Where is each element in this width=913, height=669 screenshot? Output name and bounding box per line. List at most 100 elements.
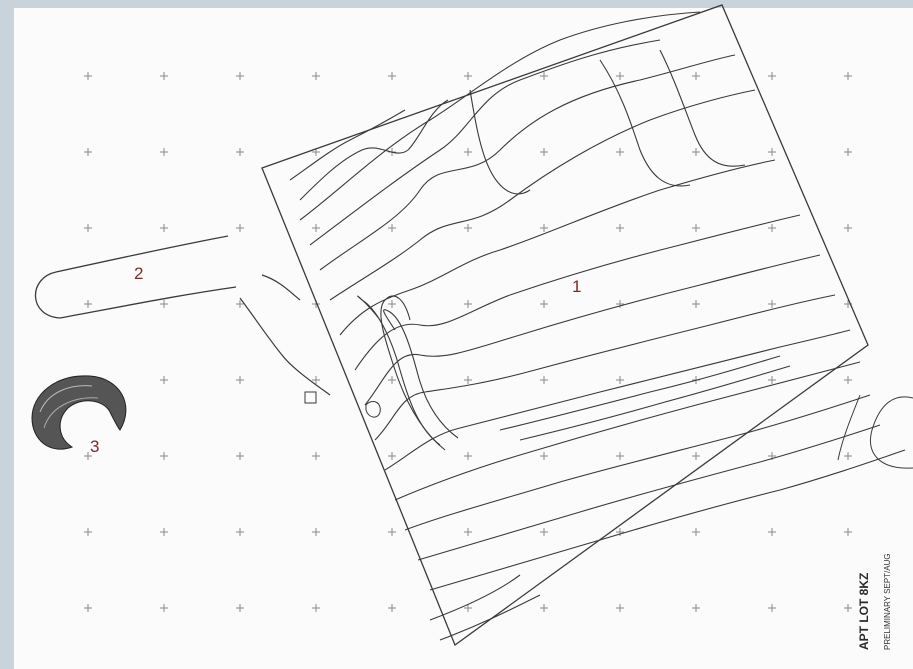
grid-cross: [616, 604, 624, 612]
grid-cross: [616, 148, 624, 156]
contour-line: [599, 59, 691, 187]
mound-feature-3: [31, 375, 127, 450]
grid-cross: [236, 528, 244, 536]
grid-cross: [160, 604, 168, 612]
contour-line: [417, 424, 881, 561]
grid-cross: [160, 528, 168, 536]
grid-cross: [160, 300, 168, 308]
contour-line: [319, 54, 736, 271]
grid-cross: [388, 72, 396, 80]
grid-cross: [312, 72, 320, 80]
contour-line: [499, 355, 781, 431]
contour-line: [354, 214, 801, 371]
contour-line: [374, 294, 836, 441]
contour-line: [429, 574, 521, 621]
grid-cross: [692, 72, 700, 80]
contour-line: [289, 109, 406, 181]
contour-line: [380, 295, 446, 451]
grid-cross: [236, 224, 244, 232]
grid-cross: [768, 224, 776, 232]
grid-cross: [388, 604, 396, 612]
grid-cross: [844, 376, 852, 384]
grid-cross: [692, 528, 700, 536]
grid-cross: [388, 300, 396, 308]
grid-cross: [616, 300, 624, 308]
title-block-line-1: APT LOT 8KZ: [857, 573, 871, 650]
grid-cross: [768, 300, 776, 308]
grid-cross: [692, 148, 700, 156]
grid-cross: [236, 300, 244, 308]
survey-grid: [84, 72, 852, 612]
grid-cross: [692, 452, 700, 460]
contour-line: [339, 159, 776, 336]
grid-cross: [160, 148, 168, 156]
grid-cross: [388, 376, 396, 384]
grid-cross: [312, 452, 320, 460]
grid-cross: [160, 72, 168, 80]
contour-line: [357, 295, 441, 446]
grid-cross: [844, 148, 852, 156]
grid-cross: [236, 452, 244, 460]
grid-cross: [84, 604, 92, 612]
grid-cross: [236, 148, 244, 156]
grid-cross: [616, 452, 624, 460]
contour-line: [383, 309, 459, 439]
grid-cross: [540, 72, 548, 80]
label-area-3: 3: [90, 437, 99, 456]
grid-cross: [844, 72, 852, 80]
grid-cross: [844, 528, 852, 536]
grid-cross: [236, 376, 244, 384]
grid-cross: [540, 148, 548, 156]
grid-cross: [616, 528, 624, 536]
grid-cross: [692, 604, 700, 612]
title-block: APT LOT 8KZ PRELIMINARY SEPT/AUG: [857, 553, 892, 650]
label-area-2: 2: [134, 264, 143, 283]
grid-cross: [312, 224, 320, 232]
grid-cross: [768, 72, 776, 80]
grid-cross: [160, 376, 168, 384]
contour-line: [394, 361, 861, 501]
grid-cross: [84, 148, 92, 156]
grid-cross: [84, 528, 92, 536]
contour-line: [439, 594, 541, 641]
contour-line: [429, 449, 906, 591]
grid-cross: [388, 528, 396, 536]
grid-cross: [464, 148, 472, 156]
grid-cross: [540, 224, 548, 232]
grid-cross: [616, 72, 624, 80]
grid-cross: [236, 72, 244, 80]
grid-cross: [464, 604, 472, 612]
grid-cross: [768, 376, 776, 384]
drainage-line: [837, 394, 913, 469]
contour-lines: [289, 11, 906, 641]
grid-cross: [84, 72, 92, 80]
grid-cross: [540, 376, 548, 384]
grid-cross: [692, 224, 700, 232]
contour-line: [659, 49, 746, 167]
grid-cross: [768, 604, 776, 612]
contour-line: [469, 89, 531, 195]
grid-cross: [844, 604, 852, 612]
grid-cross: [388, 452, 396, 460]
contour-line: [329, 89, 756, 301]
grid-cross: [236, 604, 244, 612]
grid-cross: [540, 300, 548, 308]
grid-cross: [84, 300, 92, 308]
title-block-line-2: PRELIMINARY SEPT/AUG: [883, 553, 892, 650]
structure-marker-2: [365, 401, 381, 418]
grid-cross: [692, 300, 700, 308]
grid-cross: [312, 376, 320, 384]
map-sheet: [14, 8, 913, 669]
grid-cross: [540, 528, 548, 536]
grid-cross: [84, 224, 92, 232]
grid-cross: [464, 376, 472, 384]
grid-cross: [464, 452, 472, 460]
grid-cross: [312, 604, 320, 612]
structure-marker: [304, 391, 317, 404]
grid-cross: [616, 224, 624, 232]
grid-cross: [844, 224, 852, 232]
grid-cross: [464, 528, 472, 536]
contour-line: [404, 394, 871, 531]
